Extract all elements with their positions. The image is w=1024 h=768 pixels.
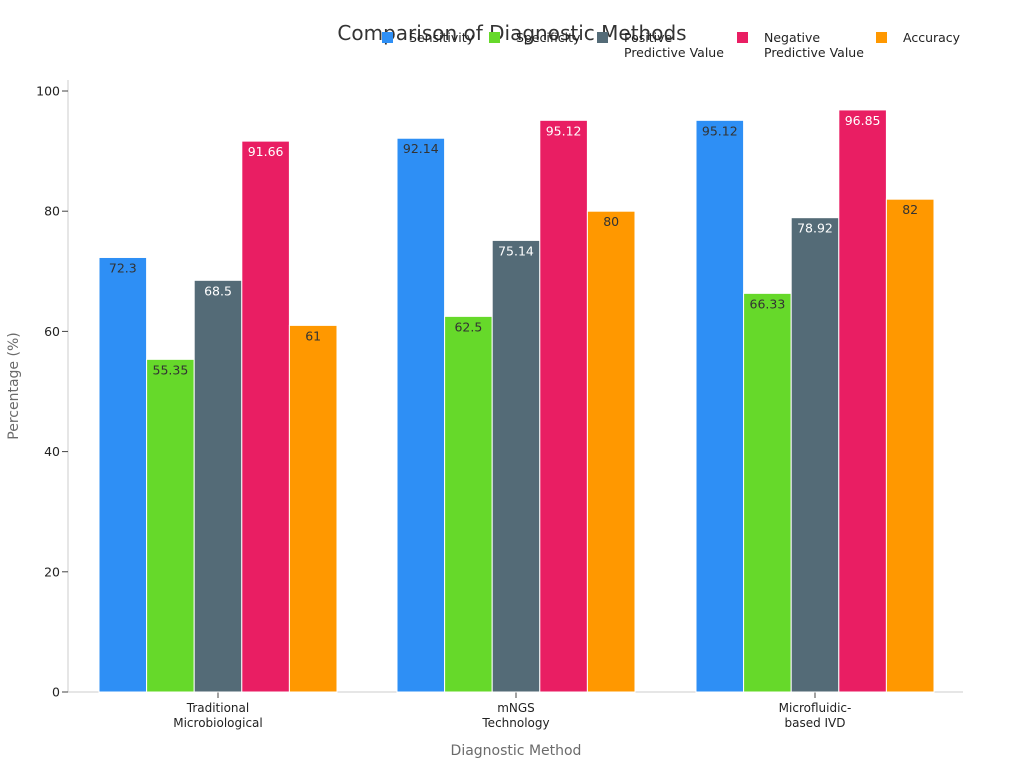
bar bbox=[885, 198, 935, 693]
data-label: 92.14 bbox=[403, 141, 439, 156]
legend: Sensitivity Specificity Positive Predictive… bbox=[382, 30, 961, 60]
y-tick-label: 40 bbox=[44, 444, 60, 459]
bar bbox=[586, 210, 636, 693]
y-tick-label: 0 bbox=[52, 685, 60, 700]
bars bbox=[98, 109, 935, 693]
bar bbox=[790, 217, 840, 693]
data-label: 82 bbox=[902, 202, 918, 217]
legend-label: Sensitivity bbox=[409, 30, 475, 45]
data-label: 66.33 bbox=[750, 296, 786, 311]
bar bbox=[743, 292, 792, 693]
legend-swatch bbox=[382, 32, 393, 43]
y-tick-label: 100 bbox=[36, 84, 60, 99]
y-tick-label: 80 bbox=[44, 204, 60, 219]
legend-item: Negative Predictive Value bbox=[737, 30, 864, 60]
bar bbox=[98, 256, 148, 693]
data-label: 62.5 bbox=[454, 319, 482, 334]
axes: 0 20 40 60 80 100 Traditional Microbiological mN… bbox=[36, 80, 963, 730]
chart-title: Comparison of Diagnostic Methods bbox=[337, 21, 686, 45]
bar bbox=[491, 239, 541, 693]
legend-swatch bbox=[737, 32, 748, 43]
data-label: 68.5 bbox=[204, 283, 232, 298]
x-axis-title: Diagnostic Method bbox=[451, 743, 582, 759]
legend-item: Accuracy bbox=[876, 30, 961, 45]
x-tick-label: mNGS Technology bbox=[481, 701, 549, 730]
legend-item: Positive Predictive Value bbox=[597, 30, 724, 60]
legend-swatch bbox=[876, 32, 887, 43]
legend-label: Accuracy bbox=[903, 30, 961, 45]
x-tick-label: Traditional Microbiological bbox=[173, 701, 263, 730]
bar bbox=[288, 324, 338, 693]
bar bbox=[241, 140, 290, 693]
data-label: 95.12 bbox=[546, 123, 582, 138]
legend-label: Negative Predictive Value bbox=[764, 30, 864, 60]
data-label: 72.3 bbox=[109, 260, 137, 275]
data-label: 95.12 bbox=[702, 123, 738, 138]
bar bbox=[838, 109, 887, 693]
data-label: 80 bbox=[603, 214, 619, 229]
legend-label: Specificity bbox=[516, 30, 581, 45]
legend-swatch bbox=[489, 32, 500, 43]
data-label: 91.66 bbox=[248, 144, 284, 159]
legend-swatch bbox=[597, 32, 608, 43]
bar bbox=[396, 137, 446, 693]
y-tick-label: 60 bbox=[44, 324, 60, 339]
y-tick-label: 20 bbox=[44, 564, 60, 579]
x-tick-label: Microfluidic-based IVD bbox=[779, 701, 852, 730]
y-axis-title: Percentage (%) bbox=[6, 332, 22, 439]
legend-item: Specificity bbox=[489, 30, 581, 45]
data-labels: 72.3 55.35 68.5 91.66 61 92.14 62.5 75.14 95.12 8… bbox=[109, 113, 918, 377]
legend-item: Sensitivity bbox=[382, 30, 475, 45]
data-label: 61 bbox=[305, 328, 321, 343]
data-label: 96.85 bbox=[845, 113, 881, 128]
bar bbox=[444, 315, 493, 693]
legend-label: Positive Predictive Value bbox=[624, 30, 724, 60]
bar bbox=[146, 358, 195, 693]
data-label: 75.14 bbox=[498, 243, 534, 258]
bar bbox=[539, 119, 588, 693]
data-label: 55.35 bbox=[153, 362, 189, 377]
bar bbox=[193, 279, 243, 693]
bar bbox=[695, 119, 745, 693]
data-label: 78.92 bbox=[797, 221, 833, 236]
